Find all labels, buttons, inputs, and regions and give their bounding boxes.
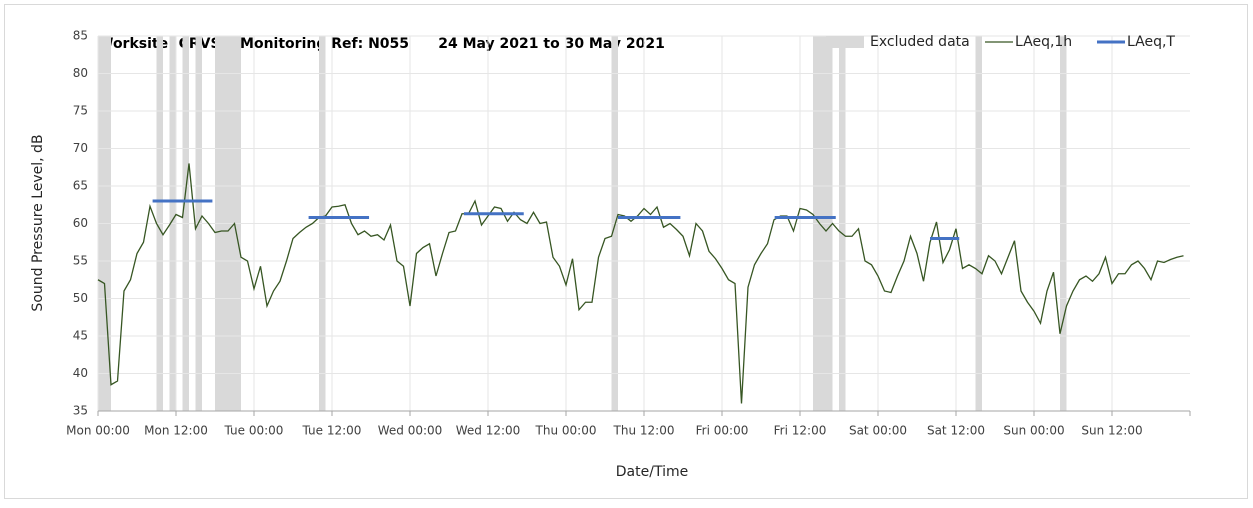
y-tick-label: 50: [73, 291, 88, 305]
x-tick-label: Mon 00:00: [66, 424, 130, 438]
legend-label: LAeq,T: [1127, 34, 1175, 50]
y-tick-label: 65: [73, 179, 88, 193]
chart-border: [4, 4, 1248, 499]
y-tick-label: 70: [73, 141, 88, 155]
x-tick-label: Tue 12:00: [302, 424, 362, 438]
y-axis-label: Sound Pressure Level, dB: [30, 134, 46, 311]
x-tick-label: Thu 00:00: [535, 424, 597, 438]
x-tick-label: Wed 12:00: [456, 424, 521, 438]
x-tick-label: Sat 12:00: [927, 424, 985, 438]
x-tick-label: Wed 00:00: [378, 424, 443, 438]
x-tick-label: Tue 00:00: [224, 424, 284, 438]
x-tick-label: Thu 12:00: [613, 424, 675, 438]
y-tick-label: 55: [73, 254, 88, 268]
y-tick-label: 75: [73, 104, 88, 118]
legend-label: LAeq,1h: [1015, 34, 1072, 50]
x-tick-label: Sat 00:00: [849, 424, 907, 438]
y-tick-label: 40: [73, 366, 88, 380]
y-tick-label: 35: [73, 404, 88, 418]
x-tick-label: Sun 00:00: [1003, 424, 1064, 438]
x-tick-label: Sun 12:00: [1081, 424, 1142, 438]
legend-swatch: [826, 36, 864, 48]
y-tick-label: 45: [73, 329, 88, 343]
x-tick-label: Fri 00:00: [696, 424, 749, 438]
y-tick-label: 80: [73, 66, 88, 80]
y-tick-label: 60: [73, 216, 88, 230]
legend-label: Excluded data: [870, 34, 970, 50]
series-line: [97, 163, 1184, 404]
y-tick-label: 85: [73, 29, 88, 43]
x-tick-label: Fri 12:00: [774, 424, 827, 438]
x-tick-label: Mon 12:00: [144, 424, 208, 438]
x-axis-label: Date/Time: [616, 464, 688, 480]
